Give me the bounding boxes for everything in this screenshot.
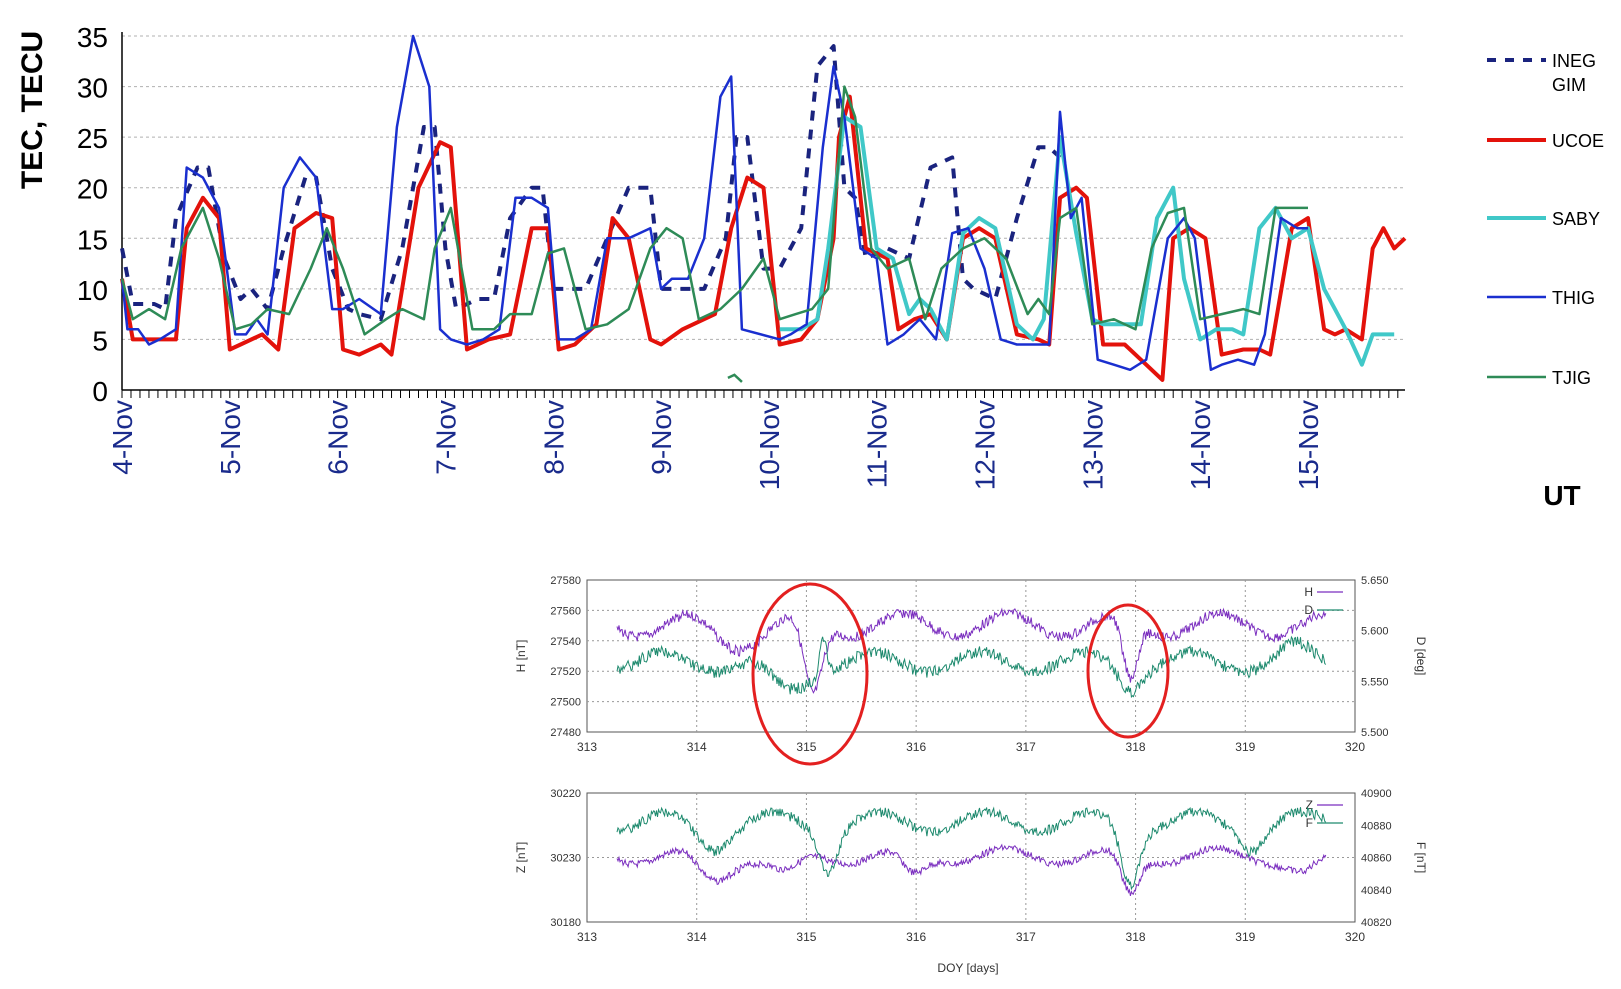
tec-day-label: 15-Nov bbox=[1293, 400, 1324, 490]
mag-legend-label: F bbox=[1306, 816, 1313, 830]
mag-trace-z bbox=[616, 843, 1327, 897]
mag-x-tick-label: 314 bbox=[687, 740, 707, 754]
mag-y-axis-label-right: F [nT] bbox=[1414, 842, 1428, 873]
mag-frame bbox=[586, 579, 1356, 733]
tec-series-tjig-fragment bbox=[727, 373, 743, 383]
tec-day-label: 7-Nov bbox=[430, 400, 461, 475]
tec-y-tick-label: 25 bbox=[77, 123, 108, 154]
tec-day-label: 10-Nov bbox=[754, 400, 785, 490]
mag-x-tick-label: 316 bbox=[906, 930, 926, 944]
tec-grid bbox=[122, 35, 1405, 340]
tec-y-tick-label: 15 bbox=[77, 224, 108, 255]
mag-y-tick-label-right: 5.550 bbox=[1361, 676, 1389, 688]
tec-day-label: 12-Nov bbox=[970, 400, 1001, 490]
mag-x-tick-label: 317 bbox=[1016, 740, 1036, 754]
mag-x-tick-label: 314 bbox=[687, 930, 707, 944]
legend-label: TJIG bbox=[1552, 368, 1591, 388]
storm-highlight-circle bbox=[751, 582, 869, 766]
tec-day-label: 4-Nov bbox=[107, 400, 138, 475]
tec-day-label: 13-Nov bbox=[1077, 400, 1108, 490]
mag-y-axis-label-right: D [deg] bbox=[1414, 637, 1428, 676]
magnetometer-z-f-panel: 313 314 315 316 317 318 319 320 30220 30230 30180 4… bbox=[514, 788, 1428, 944]
tec-y-tick-label: 5 bbox=[92, 325, 108, 356]
mag-x-tick-label: 318 bbox=[1126, 930, 1146, 944]
tec-day-label: 5-Nov bbox=[215, 400, 246, 475]
tec-y-axis-label: TEC, TECU bbox=[16, 31, 49, 189]
legend-label: INEG bbox=[1552, 51, 1596, 71]
mag-x-tick-label: 319 bbox=[1235, 740, 1255, 754]
tec-y-tick-label: 35 bbox=[77, 22, 108, 53]
mag-trace-f bbox=[616, 806, 1327, 891]
tec-y-tick-label: 10 bbox=[77, 275, 108, 306]
mag-y-tick-label-left: 30180 bbox=[550, 917, 581, 929]
mag-legend-label: Z bbox=[1306, 798, 1313, 812]
mag-x-tick-label: 315 bbox=[796, 740, 816, 754]
mag-y-tick-label-right: 40880 bbox=[1361, 820, 1392, 832]
mag-y-tick-label-left: 30230 bbox=[550, 853, 581, 865]
tec-series-ineg bbox=[120, 44, 1062, 322]
mag-y-tick-label-left: 27540 bbox=[550, 636, 581, 648]
legend-label: UCOE bbox=[1552, 131, 1604, 151]
tec-x-axis-label: UT bbox=[1543, 480, 1580, 511]
tec-series bbox=[120, 34, 1407, 383]
tec-day-label: 9-Nov bbox=[646, 400, 677, 475]
tec-y-tick-label: 30 bbox=[77, 73, 108, 104]
mag-y-tick-label-left: 27520 bbox=[550, 666, 581, 678]
legend-label: SABY bbox=[1552, 209, 1600, 229]
mag-y-axis-label-left: H [nT] bbox=[514, 640, 528, 673]
mag-y-tick-label-left: 27480 bbox=[550, 727, 581, 739]
mag-y-tick-label-right: 40900 bbox=[1361, 788, 1392, 800]
tec-axes: 0 5 10 15 20 25 30 35 4-Nov 5-Nov 6-Nov 7-Nov 8-Nov 9… bbox=[77, 22, 1405, 490]
mag-x-tick-label: 320 bbox=[1345, 930, 1365, 944]
tec-series-tjig bbox=[120, 85, 1308, 336]
mag-x-tick-label: 313 bbox=[577, 740, 597, 754]
mag-x-tick-label: 316 bbox=[906, 740, 926, 754]
mag-trace-d bbox=[616, 635, 1327, 699]
mag-y-tick-label-right: 40860 bbox=[1361, 853, 1392, 865]
mag-y-axis-label-left: Z [nT] bbox=[514, 842, 528, 873]
mag-legend-label: H bbox=[1304, 585, 1313, 599]
tec-y-tick-label: 0 bbox=[92, 376, 108, 407]
mag-x-tick-label: 317 bbox=[1016, 930, 1036, 944]
tec-legend: INEG GIM UCOE SABY THIG TJIG bbox=[1487, 51, 1604, 388]
legend-label: GIM bbox=[1552, 75, 1586, 95]
mag-x-tick-label: 313 bbox=[577, 930, 597, 944]
mag-y-tick-label-right: 5.500 bbox=[1361, 727, 1389, 739]
tec-day-label: 14-Nov bbox=[1185, 400, 1216, 490]
mag-y-tick-label-left: 27500 bbox=[550, 697, 581, 709]
mag-y-tick-label-left: 27580 bbox=[550, 575, 581, 587]
mag-y-tick-label-right: 40820 bbox=[1361, 917, 1392, 929]
legend-label: THIG bbox=[1552, 288, 1595, 308]
mag-trace-h bbox=[616, 607, 1327, 694]
mag-y-tick-label-right: 40840 bbox=[1361, 885, 1392, 897]
magnetometer-h-d-panel: 313 314 315 316 317 318 319 320 27580 27560 27540 2… bbox=[514, 575, 1428, 766]
mag-y-tick-label-left: 27560 bbox=[550, 605, 581, 617]
tec-y-tick-label: 20 bbox=[77, 174, 108, 205]
tec-series-thig bbox=[120, 34, 1308, 372]
tec-day-label: 11-Nov bbox=[862, 400, 893, 488]
mag-x-tick-label: 319 bbox=[1235, 930, 1255, 944]
tec-day-label: 8-Nov bbox=[538, 400, 569, 475]
mag-y-tick-label-right: 5.600 bbox=[1361, 626, 1389, 638]
mag-y-tick-label-right: 5.650 bbox=[1361, 575, 1389, 587]
mag-legend-label: D bbox=[1304, 603, 1313, 617]
mag-x-tick-label: 320 bbox=[1345, 740, 1365, 754]
storm-highlight-circle bbox=[1086, 603, 1170, 739]
tec-day-label: 6-Nov bbox=[323, 400, 354, 475]
mag-x-tick-label: 318 bbox=[1126, 740, 1146, 754]
mag-x-tick-label: 315 bbox=[796, 930, 816, 944]
tec-series-ucoe bbox=[120, 94, 1407, 382]
mag-x-axis-label: DOY [days] bbox=[937, 961, 998, 975]
mag-y-tick-label-left: 30220 bbox=[550, 788, 581, 800]
